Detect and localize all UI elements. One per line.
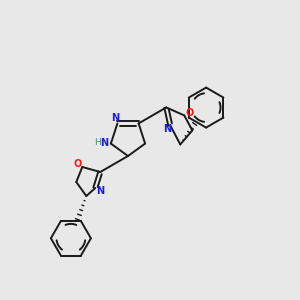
Text: O: O bbox=[185, 108, 194, 118]
Text: N: N bbox=[163, 124, 171, 134]
Text: H: H bbox=[94, 138, 101, 147]
Text: N: N bbox=[96, 186, 104, 196]
Text: N: N bbox=[100, 138, 108, 148]
Text: N: N bbox=[111, 113, 119, 123]
Text: O: O bbox=[73, 159, 81, 169]
